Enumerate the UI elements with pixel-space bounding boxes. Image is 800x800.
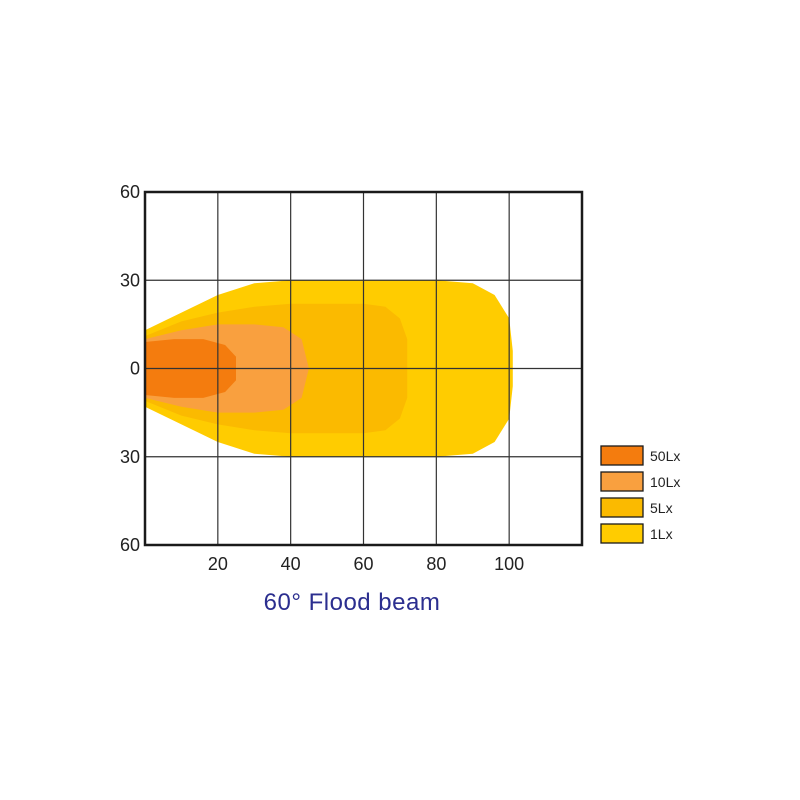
x-tick-label: 20 bbox=[208, 554, 228, 574]
chart-title: 60° Flood beam bbox=[264, 589, 441, 616]
y-axis-ticks: 60 30 0 30 60 bbox=[120, 182, 140, 555]
legend: 50Lx 10Lx 5Lx 1Lx bbox=[600, 445, 680, 544]
legend-swatch-5lx bbox=[600, 497, 644, 518]
legend-swatch-50lx bbox=[600, 445, 644, 466]
x-axis-ticks: 20 40 60 80 100 bbox=[208, 554, 524, 574]
y-tick-label: 60 bbox=[120, 535, 140, 555]
legend-label-5lx: 5Lx bbox=[650, 500, 673, 516]
legend-label-50lx: 50Lx bbox=[650, 448, 680, 464]
legend-swatch-1lx bbox=[600, 523, 644, 544]
x-tick-label: 40 bbox=[281, 554, 301, 574]
y-tick-label: 30 bbox=[120, 447, 140, 467]
grid-lines bbox=[145, 192, 582, 545]
legend-label-1lx: 1Lx bbox=[650, 526, 673, 542]
x-tick-label: 80 bbox=[426, 554, 446, 574]
y-tick-label: 60 bbox=[120, 182, 140, 202]
legend-label-10lx: 10Lx bbox=[650, 474, 680, 490]
y-tick-label: 30 bbox=[120, 270, 140, 290]
legend-swatch-10lx bbox=[600, 471, 644, 492]
y-tick-label: 0 bbox=[130, 359, 140, 379]
x-tick-label: 60 bbox=[353, 554, 373, 574]
x-tick-label: 100 bbox=[494, 554, 524, 574]
plot-frame bbox=[143, 190, 584, 547]
